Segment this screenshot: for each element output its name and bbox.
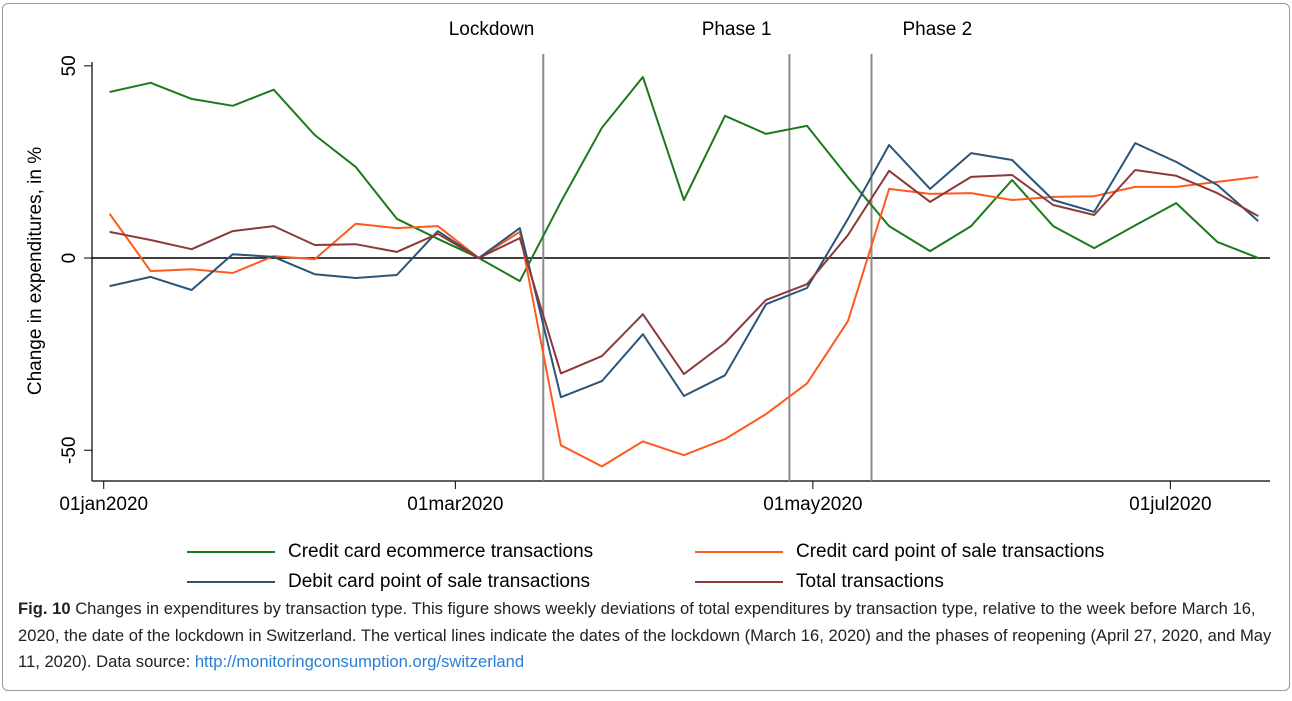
x-tick-label: 01mar2020 [407,494,503,515]
y-tick-label: -50 [59,437,80,464]
x-tick-label: 01jan2020 [59,494,148,515]
x-tick-label: 01jul2020 [1129,494,1211,515]
event-label: Phase 2 [902,19,972,40]
chart: Change in expenditures, in % -50 0 50 01jan… [25,19,1270,592]
series-line [109,142,1259,399]
legend-label: Total transactions [796,571,944,592]
y-tick-label: 0 [59,253,80,264]
caption: Fig. 10 Changes in expenditures by trans… [18,596,1280,676]
legend-label: Credit card ecommerce transactions [288,541,593,562]
figure-frame [2,3,1290,691]
caption-label: Fig. 10 [18,599,71,618]
y-axis-label: Change in expenditures, in % [25,147,46,395]
series-line [108,175,1259,468]
series-line [109,169,1259,376]
event-label: Lockdown [449,19,535,40]
legend-label: Credit card point of sale transactions [796,541,1104,562]
caption-text: Changes in expenditures by transaction t… [18,599,1272,671]
x-tick-label: 01may2020 [763,494,862,515]
y-tick-label: 50 [59,55,80,76]
legend-label: Debit card point of sale transactions [288,571,590,592]
event-label: Phase 1 [702,19,772,40]
caption-link[interactable]: http://monitoringconsumption.org/switzer… [194,652,525,671]
series-line [109,76,1259,283]
